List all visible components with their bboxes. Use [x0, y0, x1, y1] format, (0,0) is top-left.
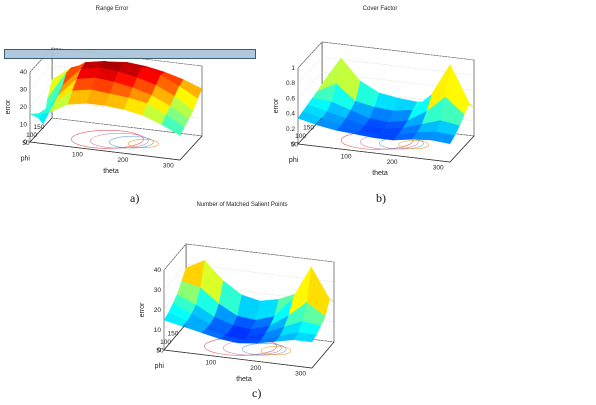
- z-tick-label: 0.4: [286, 111, 295, 118]
- surface-patch: [297, 111, 323, 126]
- x-axis-label: phi: [21, 155, 31, 162]
- z-axis-label: error: [273, 98, 280, 113]
- theta-axis: [297, 143, 451, 163]
- grid-line: [29, 47, 53, 73]
- grid-line: [51, 117, 203, 137]
- z-tick-label: 0.6: [286, 95, 295, 102]
- phi-tick-label: 100: [295, 133, 306, 140]
- x-axis-label: phi: [155, 363, 165, 370]
- contour-line: [128, 139, 159, 149]
- y-axis-label: theta: [372, 170, 388, 177]
- phi-tick-label: 50: [291, 142, 299, 149]
- z-tick-label: 30: [20, 87, 28, 94]
- y-axis-label: theta: [103, 168, 119, 175]
- theta-tick-label: 300: [295, 370, 306, 377]
- chart-cover-factor-svg: Cover Factor 0 0.2 0.4 0.6 0.8 1 100 200 300 150 10…: [273, 6, 475, 177]
- phi-tick-label: 100: [160, 339, 171, 346]
- surface-patch: [29, 103, 54, 117]
- theta-axis: [163, 349, 313, 369]
- theta-tick-label: 200: [387, 159, 398, 166]
- grid-line: [163, 283, 187, 311]
- contour-line: [109, 136, 154, 149]
- z-tick-label: 0: [291, 141, 295, 148]
- theta-tick-label: 300: [433, 164, 444, 171]
- z-tick-label: 0: [23, 139, 27, 146]
- phi-axis-right: [179, 135, 203, 161]
- y-axis-label: theta: [236, 376, 252, 383]
- chart-matched-salient-points-svg: Number of Matched Salient Points 0 10 20 30 4…: [139, 202, 335, 383]
- phi-axis: [163, 323, 187, 351]
- grid-line: [29, 65, 53, 90]
- theta-tick-label: 100: [205, 359, 216, 366]
- contour-line: [241, 343, 287, 356]
- theta-tick-label: 300: [163, 162, 174, 169]
- grid-line: [185, 243, 335, 263]
- contour-line: [260, 346, 292, 356]
- z-tick-label: 0.8: [286, 80, 295, 87]
- phi-axis: [297, 117, 323, 145]
- caption-c: c): [252, 386, 262, 400]
- z-axis-label: error: [5, 99, 12, 114]
- x-axis-label: phi: [289, 157, 299, 164]
- phi-tick-label: 100: [26, 132, 37, 139]
- chart-title: Range Error: [96, 6, 129, 12]
- phi-axis: [29, 117, 53, 143]
- phi-tick-label: 50: [22, 140, 30, 147]
- z-tick-label: 20: [20, 104, 28, 111]
- chart-matched-salient-points: Number of Matched Salient Points 0 10 20 30 4…: [134, 196, 374, 384]
- z-tick-label: 30: [154, 287, 162, 294]
- theta-tick-label: 200: [250, 365, 261, 372]
- phi-tick-label: 50: [156, 348, 164, 355]
- caption-a: a): [130, 191, 140, 205]
- theta-axis: [29, 141, 181, 161]
- grid-line: [163, 263, 187, 291]
- chart-range-error: Range Error 0 10 20 30 40 100 200 300 150 100 50 phi…: [0, 0, 268, 180]
- contour-line: [398, 140, 429, 150]
- surface-patch: [163, 312, 188, 327]
- z-tick-label: 0: [157, 347, 161, 354]
- phi-tick-label: 150: [33, 124, 44, 131]
- chart-title: Number of Matched Salient Points: [196, 202, 287, 208]
- phi-axis-right: [449, 135, 475, 163]
- contour-line: [90, 133, 149, 149]
- caption-b: b): [376, 191, 386, 205]
- z-tick-label: 10: [20, 122, 28, 129]
- grid-line: [29, 82, 53, 108]
- phi-tick-label: 150: [303, 124, 314, 131]
- theta-tick-label: 200: [117, 157, 128, 164]
- grid-line: [163, 243, 187, 271]
- z-tick-label: 0.2: [286, 126, 295, 133]
- z-tick-label: 20: [154, 307, 162, 314]
- z-tick-label: 1: [291, 65, 295, 72]
- highlight-bar: [4, 49, 256, 59]
- z-tick-label: 40: [154, 267, 162, 274]
- chart-range-error-svg: Range Error01020304010020030015010050phi…: [5, 6, 203, 175]
- phi-tick-label: 150: [167, 330, 178, 337]
- phi-axis-right: [311, 341, 335, 369]
- theta-tick-label: 100: [341, 153, 352, 160]
- z-tick-label: 40: [20, 69, 28, 76]
- z-tick-label: 10: [154, 327, 162, 334]
- grid-line: [163, 303, 187, 331]
- chart-title: Cover Factor: [363, 6, 398, 12]
- chart-cover-factor: Cover Factor 0 0.2 0.4 0.6 0.8 1 100 200 300 150 10…: [270, 0, 510, 180]
- z-axis-label: error: [139, 302, 146, 317]
- theta-tick-label: 100: [72, 151, 83, 158]
